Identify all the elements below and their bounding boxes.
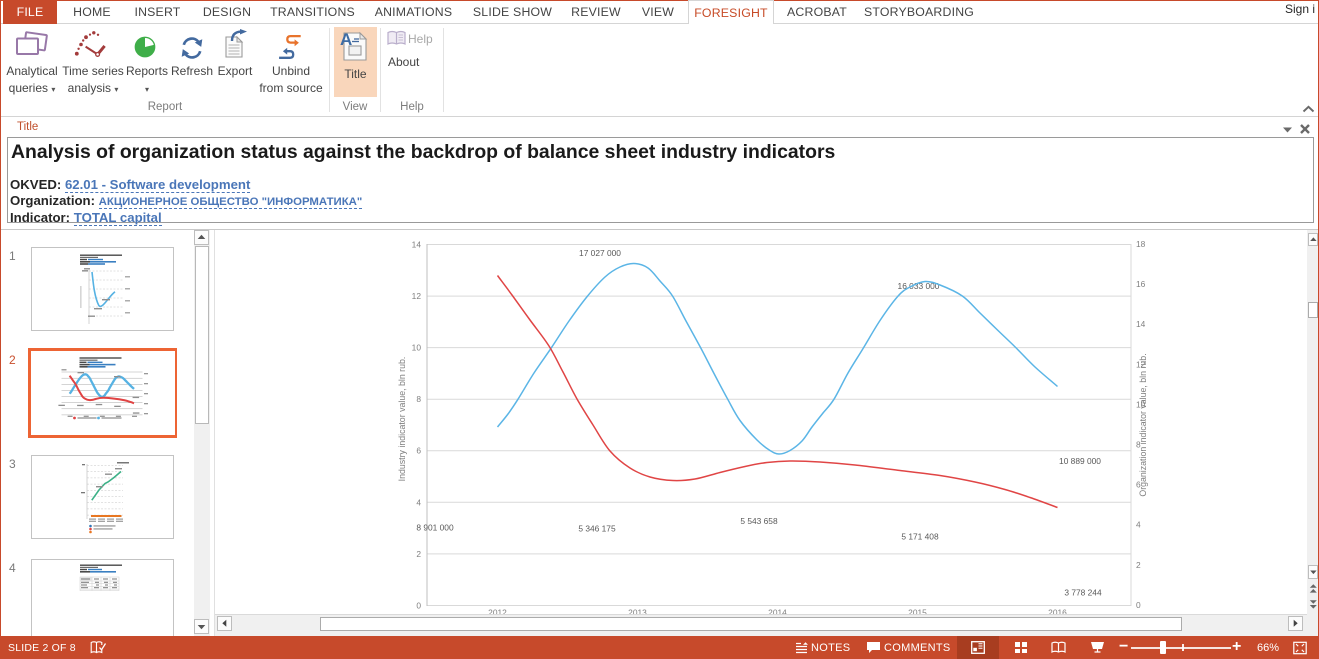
svg-text:5 346 175: 5 346 175 [578,524,616,534]
svg-text:12: 12 [412,291,422,301]
svg-text:5 543 658: 5 543 658 [740,516,778,526]
svg-text:4: 4 [1136,520,1141,530]
svg-text:16: 16 [1136,279,1146,289]
svg-text:12: 12 [1136,359,1146,369]
svg-text:2012: 2012 [488,608,507,615]
svg-text:2016: 2016 [1048,608,1067,615]
svg-text:0: 0 [1136,600,1141,610]
svg-text:14: 14 [412,240,422,250]
svg-text:10 889 000: 10 889 000 [1059,456,1101,466]
svg-text:2: 2 [1136,560,1141,570]
svg-text:Industry indicator value, bln: Industry indicator value, bln rub. [397,357,407,482]
svg-text:4: 4 [416,497,421,507]
svg-text:8 901 000: 8 901 000 [416,523,454,533]
svg-text:6: 6 [1136,480,1141,490]
svg-text:3 778 244: 3 778 244 [1064,588,1102,598]
svg-text:2: 2 [416,549,421,559]
svg-text:17 027 000: 17 027 000 [579,248,621,258]
svg-text:Organization indicator value,: Organization indicator value, bln rub. [1138,353,1148,496]
svg-text:A: A [340,30,352,49]
svg-text:18: 18 [1136,239,1146,249]
svg-text:14: 14 [1136,319,1146,329]
svg-text:2013: 2013 [628,608,647,615]
svg-text:10: 10 [412,343,422,353]
svg-text:5 171 408: 5 171 408 [901,532,939,542]
svg-text:16 033 000: 16 033 000 [898,281,940,291]
svg-text:2014: 2014 [768,608,787,615]
svg-text:6: 6 [416,446,421,456]
svg-text:0: 0 [416,601,421,611]
svg-text:2015: 2015 [908,608,927,615]
svg-text:10: 10 [1136,399,1146,409]
svg-text:8: 8 [416,394,421,404]
svg-text:8: 8 [1136,440,1141,450]
